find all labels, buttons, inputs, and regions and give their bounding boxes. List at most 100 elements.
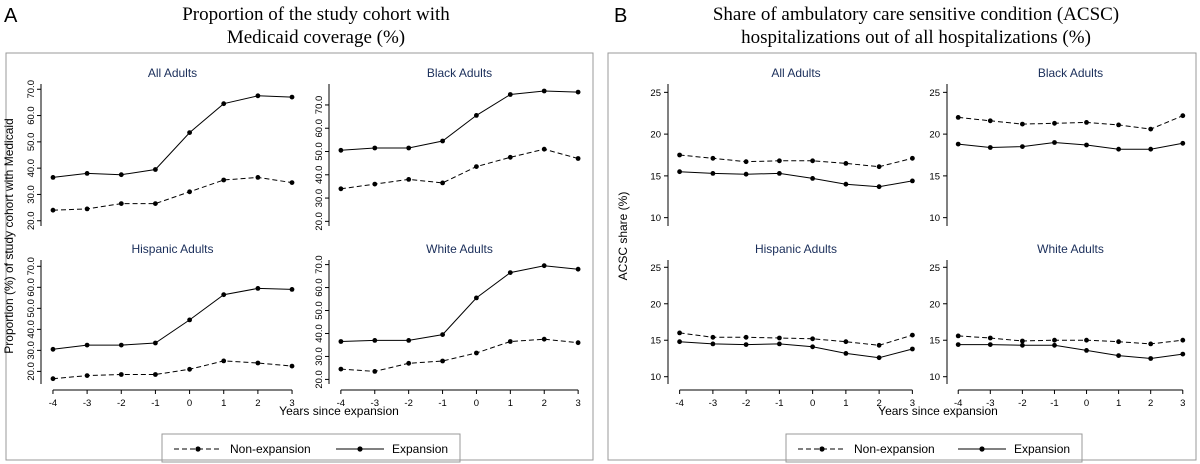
point-non-expansion	[743, 159, 749, 165]
y-tick-label: 50.0	[26, 133, 37, 152]
point-expansion	[440, 138, 445, 144]
point-non-expansion	[406, 360, 412, 366]
y-tick-label: 50.0	[314, 301, 325, 320]
point-non-expansion	[955, 333, 961, 339]
y-tick-label: 20	[929, 130, 940, 141]
point-expansion	[541, 88, 547, 94]
point-non-expansion	[507, 154, 513, 160]
point-non-expansion	[50, 376, 56, 382]
point-non-expansion	[777, 158, 782, 164]
point-expansion	[677, 169, 682, 175]
y-tick-label: 70.0	[26, 80, 37, 99]
y-tick-label: 25	[650, 263, 661, 274]
subplot-4: All Adults 10 15 20 25	[650, 66, 915, 226]
subplot-title: Hispanic Adults	[755, 242, 837, 256]
series-line-non-expansion	[958, 335, 1183, 345]
x-tick-label: -2	[1018, 398, 1026, 409]
panel-a-legend-non-expansion-marker	[195, 446, 201, 452]
y-tick-label: 10	[929, 372, 940, 383]
series-line-expansion	[340, 265, 579, 342]
point-expansion	[955, 141, 961, 147]
series-line-non-expansion	[679, 154, 913, 168]
point-non-expansion	[372, 369, 378, 374]
point-expansion	[507, 92, 513, 97]
x-tick-label: 0	[187, 398, 192, 409]
point-non-expansion	[876, 342, 882, 348]
y-tick-label: 60.0	[314, 278, 325, 297]
y-tick-label: 15	[650, 171, 661, 182]
x-tick-label: 0	[810, 398, 815, 409]
y-tick-label: 70.0	[314, 96, 325, 115]
x-tick-label: 3	[1180, 398, 1185, 409]
x-tick-label: -3	[986, 398, 994, 409]
point-expansion	[372, 338, 378, 343]
y-tick-label: 15	[650, 336, 661, 347]
series-line-expansion	[679, 341, 913, 359]
point-non-expansion	[84, 373, 90, 378]
point-expansion	[474, 295, 479, 301]
x-tick-label: -1	[151, 398, 159, 409]
point-expansion	[118, 172, 124, 178]
point-non-expansion	[187, 366, 193, 372]
point-expansion	[1148, 146, 1154, 152]
point-expansion	[118, 342, 124, 348]
point-expansion	[50, 175, 56, 180]
panel-b-legend-non-expansion-label: Non-expansion	[854, 442, 935, 456]
series-line-non-expansion	[52, 176, 293, 211]
subplot-2: Hispanic Adults 20.0 30.0 40.0 50.0 60.0 70.0 -…	[26, 242, 295, 409]
point-expansion	[153, 340, 158, 346]
series-line-expansion	[52, 95, 293, 178]
panel-b-legend-non-expansion-marker	[819, 446, 825, 452]
y-tick-label: 20.0	[314, 370, 325, 389]
point-expansion	[777, 341, 782, 347]
point-non-expansion	[440, 180, 445, 186]
panel-b-ylabel: ACSC share (%)	[616, 192, 630, 281]
y-tick-label: 60.0	[26, 278, 37, 297]
point-non-expansion	[575, 340, 581, 346]
point-non-expansion	[221, 177, 227, 183]
panel-b-frame	[607, 52, 1197, 461]
point-expansion	[1052, 140, 1057, 145]
point-expansion	[1020, 144, 1025, 150]
series-line-expansion	[679, 171, 913, 188]
point-non-expansion	[1148, 126, 1154, 132]
series-line-expansion	[52, 287, 293, 350]
point-expansion	[575, 89, 581, 95]
point-expansion	[289, 287, 295, 292]
point-expansion	[84, 171, 90, 176]
point-expansion	[710, 341, 716, 347]
point-expansion	[440, 332, 445, 337]
point-expansion	[1084, 348, 1089, 353]
point-non-expansion	[1148, 341, 1154, 347]
point-non-expansion	[1084, 337, 1089, 343]
y-tick-label: 40.0	[26, 320, 37, 339]
subplots: All Adults20.030.040.050.060.070.0Black …	[26, 66, 1185, 409]
point-expansion	[1052, 342, 1057, 348]
x-tick-label: 3	[289, 398, 294, 409]
y-tick-label: 70.0	[26, 257, 37, 276]
point-non-expansion	[541, 336, 547, 342]
y-tick-label: 25	[650, 88, 661, 99]
point-expansion	[406, 338, 412, 343]
subplot-3: White Adults 20.0 30.0 40.0 50.0 60.0 70.0 -4 -3…	[314, 242, 581, 409]
subplot-title: White Adults	[1037, 242, 1104, 256]
subplot-title: All Adults	[771, 66, 820, 80]
subplot-0: All Adults 20.0 30.0 40.0 50.0 60.0 70.0	[26, 66, 295, 230]
point-non-expansion	[677, 152, 682, 158]
panel-a-xlabel: Years since expansion	[279, 404, 399, 418]
point-expansion	[1148, 356, 1154, 361]
x-tick-label: 3	[575, 398, 580, 409]
point-expansion	[187, 317, 193, 323]
point-non-expansion	[987, 335, 993, 341]
point-non-expansion	[876, 164, 882, 170]
point-non-expansion	[153, 372, 158, 377]
subplot-title: All Adults	[148, 66, 197, 80]
x-tick-label: 1	[508, 398, 513, 409]
point-expansion	[187, 130, 193, 136]
y-tick-label: 15	[929, 171, 940, 182]
y-tick-label: 10	[650, 213, 661, 224]
panel-b-title-line-1: Share of ambulatory care sensitive condi…	[713, 4, 1119, 25]
point-non-expansion	[1052, 337, 1057, 343]
series-line-non-expansion	[52, 360, 293, 380]
y-tick-label: 30.0	[26, 185, 37, 204]
